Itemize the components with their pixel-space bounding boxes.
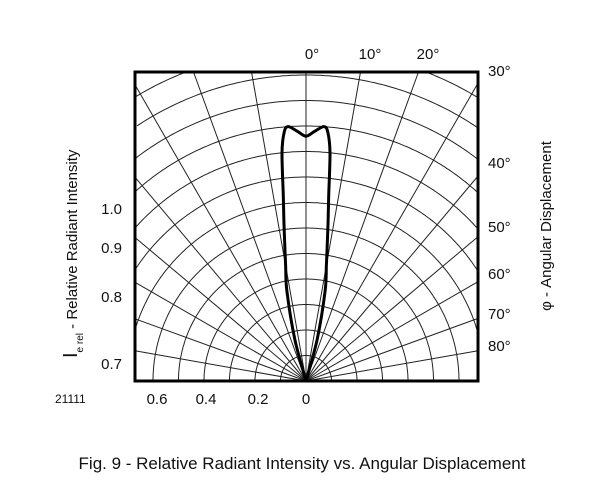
angle-grid-line — [305, 350, 479, 382]
figure-id: 21111 — [55, 392, 86, 406]
y-label-main: I — [60, 352, 82, 358]
intensity-grid-arc — [135, 151, 479, 230]
angle-tick-10: 10° — [359, 46, 382, 63]
angle-grid-line — [305, 175, 479, 382]
intensity-tick-0: 0 — [302, 391, 310, 408]
intensity-tick-0.6: 0.6 — [147, 391, 168, 408]
angle-grid-line — [134, 237, 307, 382]
angle-tick-60: 60° — [488, 266, 511, 283]
angle-tick-40: 40° — [488, 155, 511, 172]
angle-tick-80: 80° — [488, 338, 511, 355]
angle-grid-line — [251, 71, 307, 382]
intensity-grid-arc — [135, 176, 478, 271]
angle-grid-line — [305, 82, 479, 382]
y-label-rest: - Relative Radiant Intensity — [64, 149, 81, 333]
intensity-grid-arc — [134, 202, 479, 334]
angle-tick-50: 50° — [488, 219, 511, 236]
intensity-tick-0.4: 0.4 — [196, 391, 217, 408]
angle-tick-70: 70° — [488, 306, 511, 323]
angle-tick-0: 0° — [305, 46, 319, 63]
y-label-sub: e rel — [75, 333, 86, 352]
angle-tick-20: 20° — [417, 46, 440, 63]
angle-grid-line — [134, 281, 307, 382]
intensity-grid-arc — [135, 72, 185, 98]
intensity-tick-0.9: 0.9 — [101, 240, 122, 257]
angle-grid-line — [305, 317, 479, 382]
right-axis-label: φ - Angular Displacement — [538, 140, 555, 311]
intensity-grid-arc — [136, 74, 478, 128]
figure-caption: Fig. 9 - Relative Radiant Intensity vs. … — [79, 454, 526, 473]
polar-grid — [134, 71, 479, 382]
angle-grid-line — [134, 176, 307, 382]
angle-grid-line — [193, 71, 307, 382]
angle-tick-30: 30° — [488, 63, 511, 80]
angle-grid-line — [305, 236, 479, 382]
angle-grid-line — [305, 71, 361, 382]
intensity-tick-1.0: 1.0 — [101, 201, 122, 218]
angle-grid-line — [305, 281, 479, 382]
y-axis-label: Ie rel - Relative Radiant Intensity — [60, 149, 86, 358]
intensity-tick-0.8: 0.8 — [101, 289, 122, 306]
intensity-tick-0.2: 0.2 — [248, 391, 269, 408]
angle-grid-line — [134, 84, 307, 382]
angle-grid-line — [134, 318, 307, 382]
radiation-pattern-curve — [280, 125, 332, 382]
intensity-grid-arc — [427, 72, 477, 98]
angle-grid-line — [305, 71, 419, 382]
plot-frame — [133, 70, 480, 383]
intensity-tick-0.7: 0.7 — [101, 356, 122, 373]
angle-grid-line — [134, 350, 307, 382]
